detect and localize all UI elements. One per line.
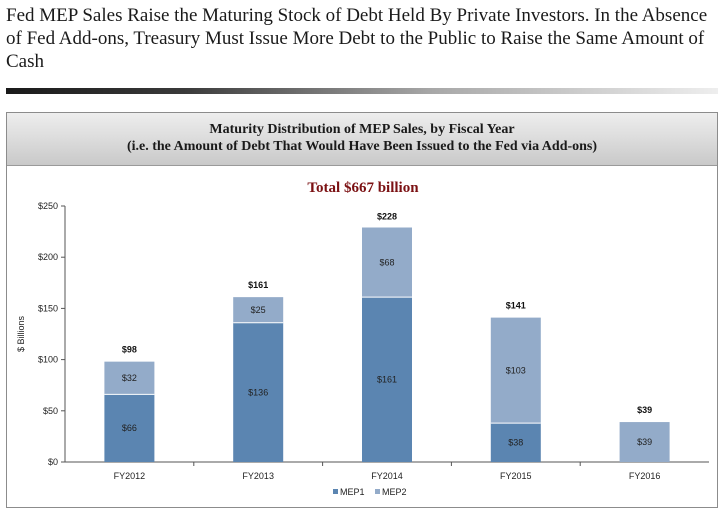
bar-mep1-fy2014 <box>362 297 412 462</box>
legend-label-mep2: MEP2 <box>382 487 407 497</box>
y-axis-label: $ Billions <box>16 315 26 352</box>
bar-label-mep1: $66 <box>122 423 137 433</box>
bar-label-mep2: $68 <box>379 257 394 267</box>
y-tick-label: $100 <box>38 355 58 365</box>
bar-mep2-fy2016 <box>619 422 670 462</box>
bar-label-mep1: $38 <box>508 438 523 448</box>
legend-marker-mep1 <box>333 489 338 494</box>
y-tick-label: $250 <box>38 201 58 211</box>
chart-header: Maturity Distribution of MEP Sales, by F… <box>7 113 717 166</box>
legend-marker-mep2 <box>375 489 380 494</box>
bar-label-mep1: $136 <box>248 387 268 397</box>
bar-mep1-fy2015 <box>490 423 541 462</box>
y-tick-label: $0 <box>48 457 58 467</box>
x-tick-label: FY2013 <box>242 471 274 481</box>
bar-total-label: $98 <box>122 345 137 355</box>
bar-label-mep2: $39 <box>637 437 652 447</box>
bar-total-label: $161 <box>248 280 268 290</box>
y-tick-label: $150 <box>38 303 58 313</box>
bar-mep2-fy2014 <box>362 227 412 298</box>
chart-panel: Maturity Distribution of MEP Sales, by F… <box>6 112 718 508</box>
bar-total-label: $141 <box>506 301 526 311</box>
x-tick-label: FY2015 <box>500 471 532 481</box>
y-tick-label: $50 <box>43 406 58 416</box>
y-tick-label: $200 <box>38 252 58 262</box>
bar-total-label: $39 <box>637 405 652 415</box>
slide-title: Fed MEP Sales Raise the Maturing Stock o… <box>6 5 708 72</box>
bar-label-mep1: $161 <box>377 375 397 385</box>
chart-header-title: Maturity Distribution of MEP Sales, by F… <box>209 122 515 137</box>
bar-label-mep2: $103 <box>506 365 526 375</box>
bar-mep2-fy2012 <box>104 361 155 395</box>
bar-mep2-fy2013 <box>233 297 284 323</box>
x-tick-label: FY2012 <box>114 471 146 481</box>
bar-mep1-fy2012 <box>104 394 155 462</box>
title-divider <box>6 88 718 94</box>
chart-header-subtitle: (i.e. the Amount of Debt That Would Have… <box>126 139 598 154</box>
bar-mep1-fy2013 <box>233 322 284 462</box>
bar-total-label: $228 <box>377 212 397 222</box>
bar-label-mep2: $32 <box>122 373 137 383</box>
legend-label-mep1: MEP1 <box>340 487 365 497</box>
chart-title: Total $667 billion <box>307 180 419 196</box>
bar-chart: Total $667 billion $0 $50 $100 $150 $200 $250 $… <box>16 180 709 497</box>
bar-mep2-fy2015 <box>490 317 541 424</box>
x-tick-label: FY2016 <box>629 471 661 481</box>
bar-label-mep2: $25 <box>251 305 266 315</box>
x-tick-label: FY2014 <box>371 471 403 481</box>
